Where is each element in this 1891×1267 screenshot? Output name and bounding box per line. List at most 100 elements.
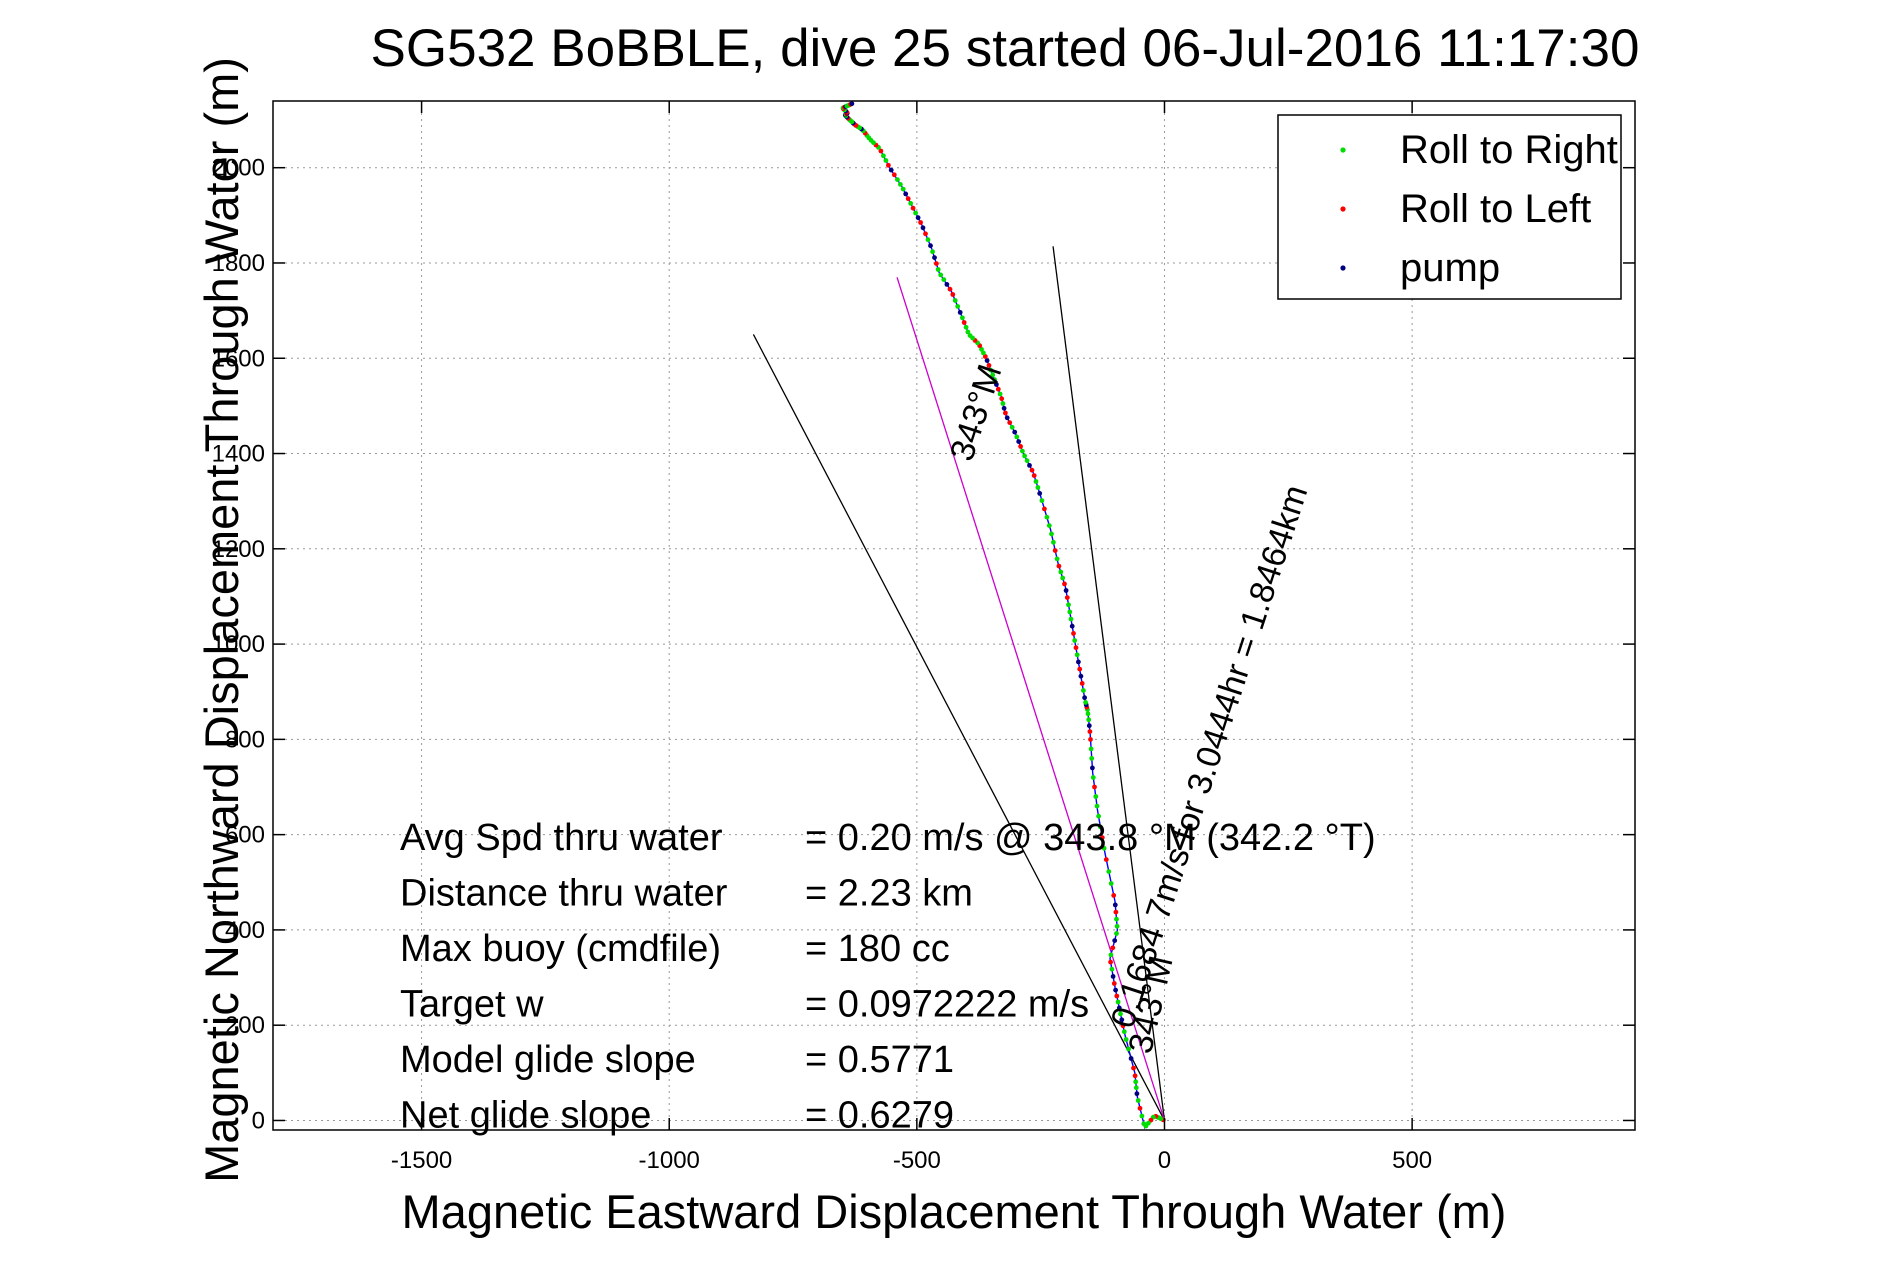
roll-right-marker <box>1114 916 1119 922</box>
roll-left-marker <box>1120 1023 1126 1029</box>
roll-right-marker <box>1022 453 1027 459</box>
pump-marker <box>1134 1091 1140 1097</box>
roll-right-marker <box>1067 609 1073 615</box>
x-tick-label: 0 <box>1158 1147 1171 1174</box>
pump-marker <box>1112 938 1118 943</box>
roll-right-marker <box>1094 803 1100 809</box>
stat-value: = 2.23 km <box>805 873 973 915</box>
pump-marker <box>932 255 937 260</box>
roll-right-marker <box>1108 881 1114 886</box>
stat-value: = 0.20 m/s @ 343.8 °M (342.2 °T) <box>805 817 1376 859</box>
roll-right-marker <box>960 315 965 321</box>
roll-right-marker <box>981 350 986 356</box>
roll-left-marker <box>1077 666 1083 672</box>
roll-right-marker <box>1054 556 1060 562</box>
roll-right-marker <box>1115 999 1121 1005</box>
roll-left-marker <box>961 320 967 325</box>
roll-right-marker <box>1098 824 1103 830</box>
legend-marker <box>1340 147 1346 153</box>
pump-marker <box>928 243 933 249</box>
pump-marker <box>1110 974 1116 979</box>
heading-line-group <box>896 277 1166 1121</box>
roll-right-marker <box>1114 923 1120 929</box>
roll-right-marker <box>930 249 935 255</box>
pump-marker <box>957 310 963 315</box>
roll-right-marker <box>1046 523 1052 528</box>
roll-right-marker <box>1081 688 1086 693</box>
roll-left-marker <box>1018 444 1023 449</box>
pump-marker <box>888 167 894 173</box>
roll-right-marker <box>1066 602 1071 608</box>
roll-right-marker <box>1089 756 1095 761</box>
plot-frame <box>272 100 1636 1131</box>
roll-left-marker <box>918 220 923 225</box>
pump-marker <box>1037 491 1043 496</box>
roll-right-marker <box>1108 952 1114 958</box>
legend-box <box>1277 114 1622 300</box>
roll-right-marker <box>1035 485 1041 490</box>
roll-right-marker <box>895 177 900 183</box>
roll-right-marker <box>1123 1037 1129 1042</box>
stat-value: = 0.5771 <box>805 1039 954 1081</box>
pump-marker <box>849 101 855 107</box>
roll-right-marker <box>992 377 997 383</box>
pump-marker <box>1128 1056 1134 1061</box>
roll-left-marker <box>1029 467 1035 473</box>
roll-right-marker <box>1086 717 1092 723</box>
roll-right-marker <box>1126 1046 1131 1052</box>
stat-label: Target w <box>400 984 544 1026</box>
roll-right-marker <box>1000 401 1006 406</box>
roll-right-marker <box>881 153 886 159</box>
pump-marker <box>1113 987 1118 993</box>
roll-left-marker <box>1092 784 1097 790</box>
axis-ticks: -1500 -1000 -500 0 500 0 200 400 600 800 1000 1200 1… <box>212 101 1635 1174</box>
pump-marker <box>1076 659 1081 665</box>
roll-right-marker <box>1133 1079 1139 1085</box>
x-axis-label: Magnetic Eastward Displacement Through W… <box>402 1185 1507 1238</box>
stat-label: Net glide slope <box>400 1095 651 1137</box>
pump-marker <box>1090 765 1095 771</box>
stat-label: Distance thru water <box>400 873 728 915</box>
stat-value: = 0.0972222 m/s <box>805 984 1089 1026</box>
roll-left-marker <box>1111 893 1117 898</box>
roll-left-marker <box>886 162 891 168</box>
roll-left-marker <box>1088 737 1093 742</box>
roll-left-marker <box>1003 410 1008 416</box>
x-tick-label: -1000 <box>639 1147 700 1174</box>
roll-right-marker <box>1049 531 1054 537</box>
roll-right-marker <box>1141 1121 1147 1127</box>
roll-right-marker <box>990 372 996 378</box>
pump-marker <box>1069 623 1075 629</box>
roll-right-marker <box>1109 966 1115 972</box>
roll-right-marker <box>1044 514 1050 520</box>
roll-right-marker <box>1088 746 1094 752</box>
roll-left-marker <box>878 148 884 154</box>
y-tick-label: 1600 <box>212 345 265 372</box>
x-tick-label: -500 <box>893 1147 941 1174</box>
roll-left-marker <box>1052 548 1058 553</box>
roll-left-marker <box>1114 993 1120 999</box>
roll-left-marker <box>1131 1065 1136 1071</box>
roll-left-marker <box>1073 645 1079 651</box>
y-tick-label: 1400 <box>212 441 265 468</box>
stat-label: Avg Spd thru water <box>400 817 723 859</box>
roll-left-marker <box>1079 681 1085 686</box>
roll-left-marker <box>934 261 939 266</box>
legend-items: Roll to Right Roll to Left pump <box>1340 128 1618 290</box>
roll-left-marker <box>891 172 897 178</box>
roll-right-marker <box>1074 652 1080 658</box>
roll-right-marker <box>1072 638 1078 643</box>
y-tick-label: 400 <box>225 917 265 944</box>
roll-left-marker <box>986 363 992 368</box>
pump-marker <box>994 382 999 387</box>
pump-marker <box>1082 695 1087 701</box>
roll-left-marker <box>999 396 1005 402</box>
roll-left-marker <box>1042 506 1047 512</box>
roll-right-marker <box>1106 869 1112 874</box>
roll-right-marker <box>1033 479 1039 484</box>
roll-left-marker <box>923 231 928 237</box>
roll-right-marker <box>1085 711 1091 717</box>
roll-right-marker <box>898 182 903 187</box>
stats-block: Avg Spd thru water = 0.20 m/s @ 343.8 °M … <box>400 817 1376 1137</box>
